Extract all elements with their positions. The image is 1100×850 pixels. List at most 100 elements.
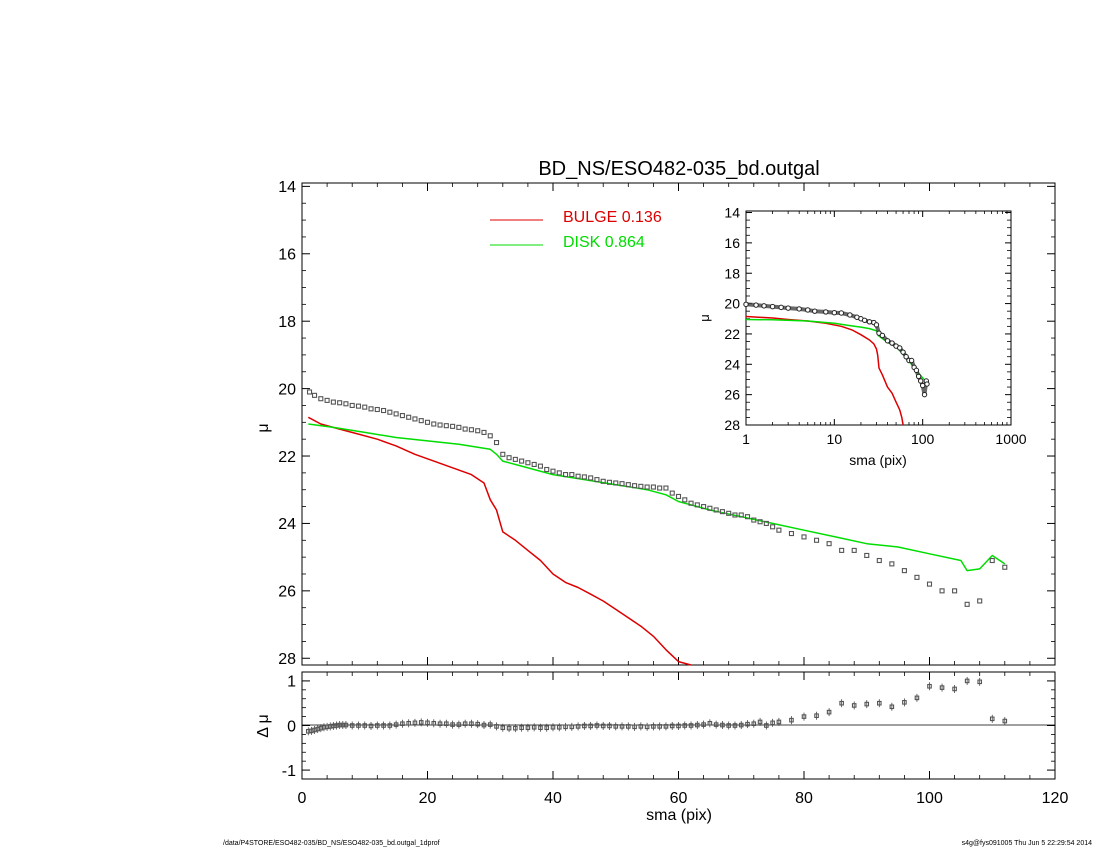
inset-data-point — [838, 310, 845, 316]
profile-data-point — [556, 470, 562, 476]
x-tick-label: 1 — [742, 431, 750, 447]
profile-data-point — [876, 557, 882, 564]
main-tick-labels: 14 16 18 20 22 24 26 28 — [278, 179, 296, 668]
residual-data-point — [418, 720, 424, 725]
residual-data-point — [387, 723, 393, 728]
inset-data-point — [919, 382, 926, 389]
main-ticks — [301, 183, 1056, 665]
profile-data-point — [569, 472, 575, 478]
residual-data-point — [456, 722, 462, 727]
profile-data-point — [588, 475, 594, 481]
profile-data-point — [506, 455, 512, 461]
profile-data-point — [456, 424, 462, 430]
residual-data-point — [563, 724, 568, 730]
residual-x-label: sma (pix) — [646, 807, 712, 824]
residual-data-point — [343, 722, 349, 728]
residual-data-point — [644, 724, 650, 730]
residual-data-point — [575, 724, 581, 729]
x-tick-label: 40 — [544, 790, 562, 807]
residual-data-point — [989, 716, 995, 722]
inset-data-point — [847, 312, 853, 318]
inset-data-point — [913, 367, 920, 374]
y-tick-label: 16 — [278, 247, 296, 264]
profile-data-point — [650, 484, 656, 490]
profile-data-point — [487, 433, 493, 439]
profile-data-point — [657, 485, 663, 491]
y-tick-label: 24 — [278, 516, 296, 533]
inset-data-point — [785, 305, 791, 311]
residual-ticks — [301, 672, 1056, 779]
x-tick-label: 60 — [670, 790, 688, 807]
residual-data-point — [569, 724, 575, 730]
residual-data-point — [450, 722, 455, 727]
profile-data-point — [694, 502, 700, 508]
profile-data-point — [343, 401, 349, 407]
residual-data-point — [682, 723, 688, 728]
residual-data-point — [776, 719, 782, 725]
profile-data-point — [989, 557, 995, 564]
y-tick-label: 20 — [724, 296, 740, 312]
profile-data-point — [468, 427, 474, 433]
profile-data-point — [719, 509, 725, 515]
x-tick-label: 100 — [916, 790, 943, 807]
inset-data-point — [778, 304, 784, 311]
footer-file-path: /data/P4STORE/ESO482-035/BD_NS/ESO482-03… — [223, 840, 440, 847]
inset-series — [743, 301, 930, 426]
x-tick-label: 120 — [1042, 790, 1069, 807]
profile-data-point — [964, 601, 970, 607]
y-tick-label: 18 — [724, 265, 740, 281]
profile-data-point — [600, 478, 606, 484]
inset-y-label: μ — [697, 314, 712, 322]
bulge-model-line — [307, 416, 692, 666]
residual-data-point — [789, 717, 794, 723]
residual-data-point — [544, 725, 550, 731]
inset-x-label: sma (pix) — [849, 452, 907, 468]
profile-data-point — [939, 588, 945, 594]
profile-data-point — [368, 406, 374, 412]
x-tick-label: 10 — [827, 431, 843, 447]
residual-data-point — [701, 722, 706, 727]
profile-data-point — [707, 505, 713, 511]
inset-data-point — [743, 301, 749, 308]
y-tick-label: 14 — [278, 179, 296, 196]
inset-data-point — [805, 307, 811, 313]
profile-data-point — [801, 534, 807, 540]
residual-data-point — [356, 723, 361, 728]
inset-data-point — [897, 345, 903, 351]
residual-data-point — [556, 724, 562, 730]
residual-data-point — [406, 720, 411, 726]
residual-data-point — [550, 724, 556, 730]
profile-data-point — [500, 451, 506, 457]
residual-data-point — [757, 719, 763, 725]
residual-data-point — [531, 724, 537, 730]
x-tick-label: 1000 — [995, 431, 1026, 447]
inset-tick-labels: 1 10 100 1000 14 16 18 20 22 24 26 28 — [724, 205, 1026, 447]
legend-disk-label: DISK 0.864 — [563, 234, 645, 251]
y-tick-label: 14 — [724, 205, 740, 221]
residual-data-point — [695, 722, 700, 728]
y-tick-label: 20 — [278, 381, 296, 398]
residual-data-point — [607, 723, 612, 729]
profile-data-point — [788, 530, 795, 537]
profile-data-point — [387, 409, 393, 415]
inset-plot-frame — [745, 210, 1012, 426]
residual-data-point — [525, 725, 531, 731]
y-tick-label: 24 — [724, 356, 740, 372]
legend-bulge-label: BULGE 0.136 — [563, 209, 662, 226]
profile-data-point — [393, 411, 399, 417]
profile-data-point — [713, 507, 719, 513]
residual-data-point — [374, 723, 380, 728]
residual-data-point — [732, 723, 738, 728]
residual-data-point — [437, 721, 443, 727]
residual-tick-labels: 0 20 40 60 80 100 120-101 — [282, 674, 1069, 807]
profile-data-point — [977, 598, 983, 604]
inset-data-point — [889, 340, 895, 346]
inset-ticks — [745, 211, 1012, 426]
chart-title: BD_NS/ESO482-035_bd.outgal — [538, 158, 819, 180]
profile-data-point — [751, 517, 757, 523]
y-tick-label: 26 — [724, 387, 740, 403]
residual-data-point — [814, 713, 819, 718]
residual-data-point — [538, 725, 543, 731]
profile-data-point — [851, 547, 857, 553]
profile-data-point — [337, 400, 343, 406]
